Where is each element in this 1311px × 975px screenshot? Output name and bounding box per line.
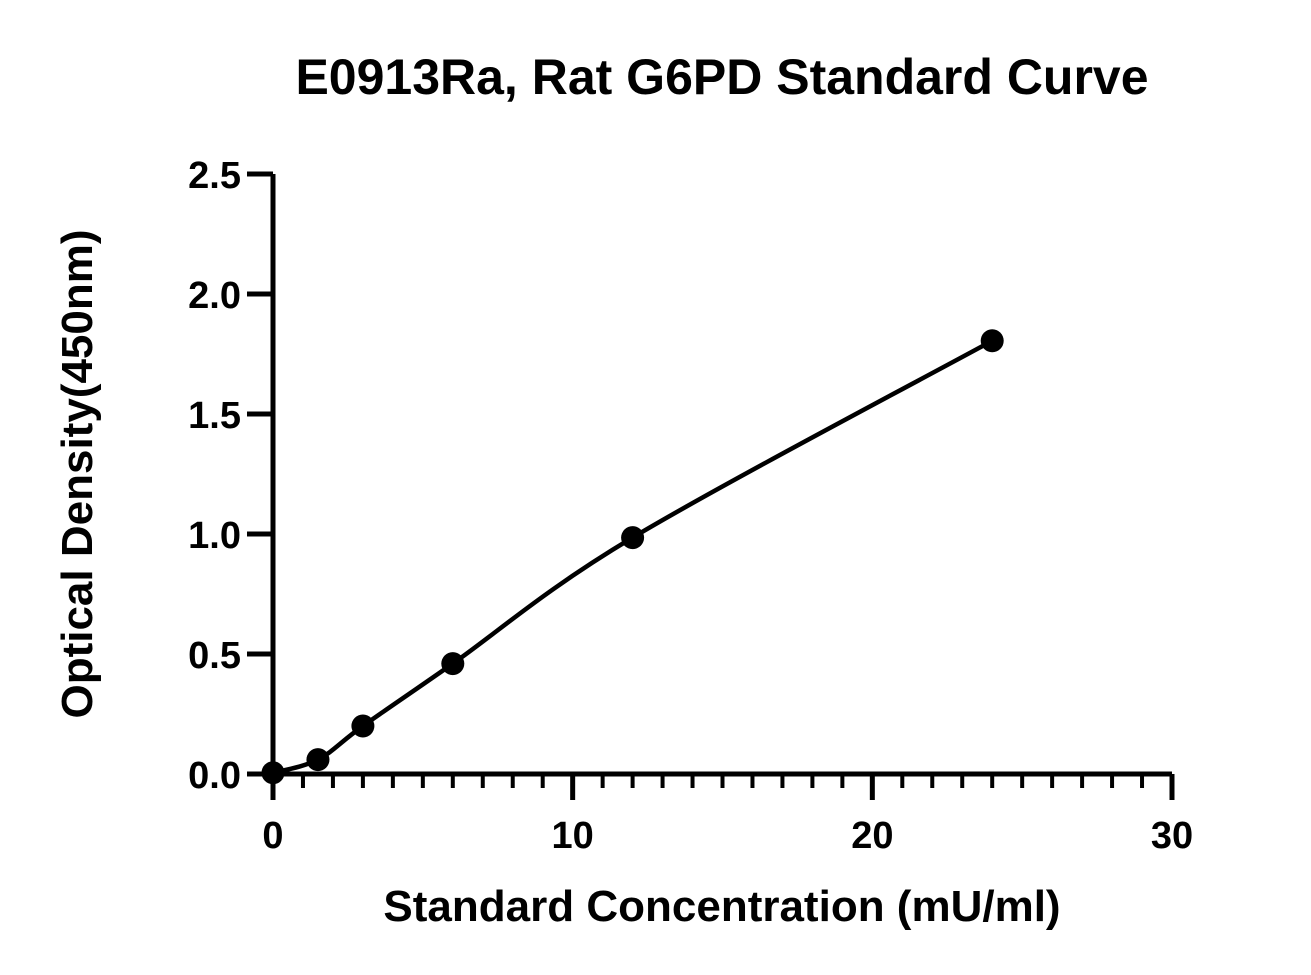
x-tick-label: 0	[262, 815, 283, 857]
x-tick-label: 10	[552, 815, 594, 857]
data-point	[441, 652, 465, 676]
y-tick-label: 2.0	[188, 275, 241, 317]
y-tick-label: 0.5	[188, 635, 241, 677]
fit-curve-group	[270, 338, 995, 776]
y-tick-label: 0.0	[188, 755, 241, 797]
x-tick-label: 30	[1151, 815, 1193, 857]
data-point	[306, 748, 330, 772]
y-tick-label: 1.5	[188, 395, 241, 437]
y-tick-label: 1.0	[188, 515, 241, 557]
x-axis-label: Standard Concentration (mU/ml)	[383, 882, 1060, 931]
data-point	[261, 761, 285, 785]
data-point	[621, 526, 645, 550]
axes	[270, 174, 1172, 777]
x-tick-label: 20	[851, 815, 893, 857]
tick-marks	[247, 171, 1175, 800]
tick-labels: 0.0 0.5 1.0 1.5 2.0 2.5 0 10 20 30	[188, 155, 1193, 857]
y-axis-label: Optical Density(450nm)	[53, 229, 102, 718]
chart-title: E0913Ra, Rat G6PD Standard Curve	[295, 49, 1148, 105]
data-point	[351, 714, 375, 738]
data-points	[261, 329, 1004, 785]
y-tick-label: 2.5	[188, 155, 241, 197]
data-point	[980, 329, 1004, 353]
fit-curve	[270, 338, 995, 776]
